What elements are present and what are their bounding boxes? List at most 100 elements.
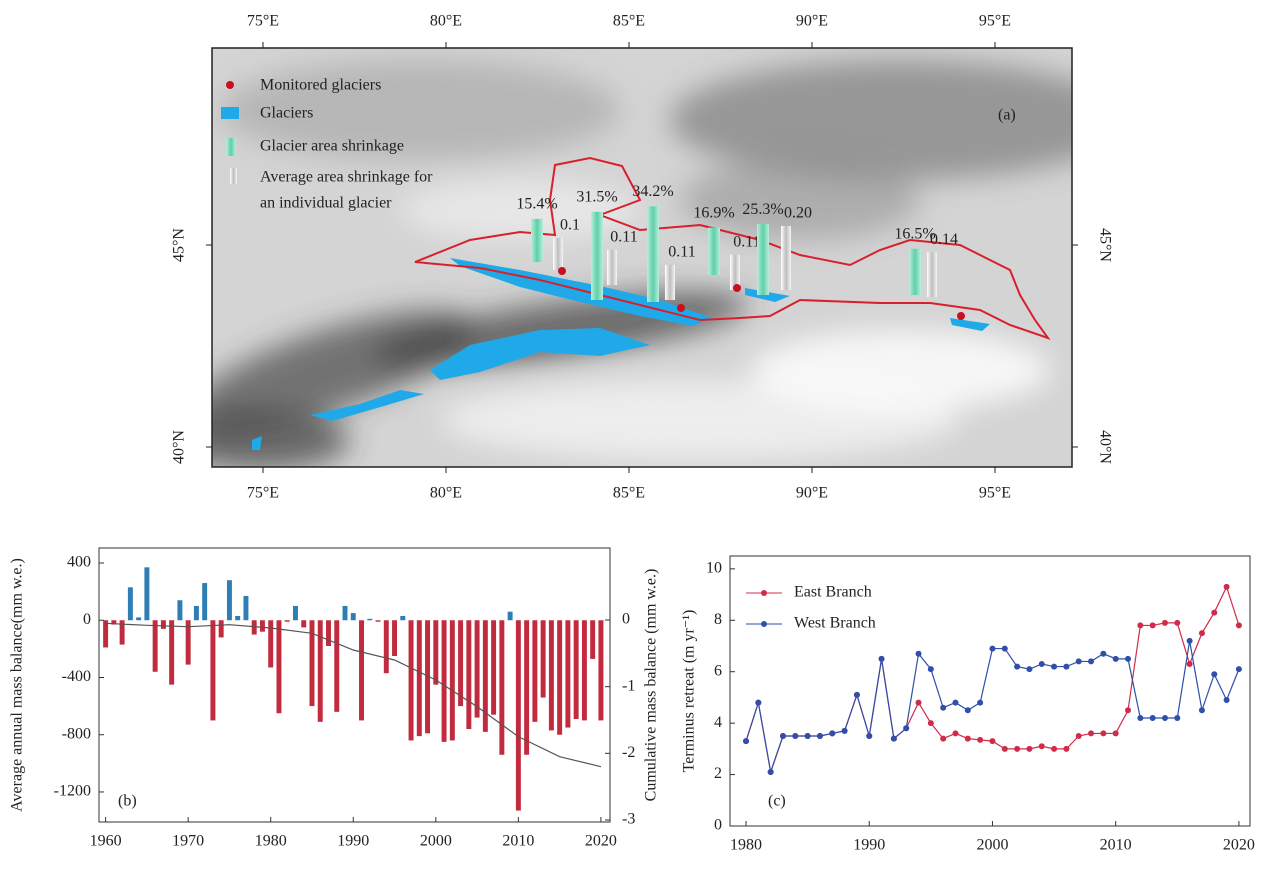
point	[977, 737, 983, 743]
point	[1002, 746, 1008, 752]
individual-bar	[607, 250, 617, 285]
bar	[582, 620, 587, 720]
point	[1150, 622, 1156, 628]
bar	[598, 620, 603, 720]
bar	[466, 620, 471, 729]
point	[1039, 743, 1045, 749]
shrinkage-label: 25.3%	[742, 201, 783, 218]
point	[952, 730, 958, 736]
point	[1137, 622, 1143, 628]
point	[940, 705, 946, 711]
bar	[524, 620, 529, 754]
bar	[153, 620, 158, 672]
bar	[202, 583, 207, 620]
point	[1063, 664, 1069, 670]
point	[1026, 746, 1032, 752]
shrinkage-label: 31.5%	[576, 188, 617, 205]
point	[1076, 733, 1082, 739]
figure: 15.4%0.131.5%0.1134.2%0.1116.9%0.1125.3%…	[0, 0, 1261, 876]
y-tick-label: 400	[67, 554, 91, 571]
point	[780, 733, 786, 739]
x-tick-label: 2020	[585, 833, 617, 850]
point	[1113, 730, 1119, 736]
bar	[260, 620, 265, 631]
x-tick-label: 1970	[172, 833, 204, 850]
y2-tick-label: 0	[622, 611, 630, 628]
bar	[392, 620, 397, 656]
bar	[359, 620, 364, 720]
y-tick-label: 8	[714, 611, 722, 628]
legend-label: East Branch	[794, 584, 872, 601]
lon-label: 80°E	[430, 13, 462, 30]
bar	[508, 612, 513, 621]
point	[1100, 651, 1106, 657]
bar	[285, 620, 290, 621]
point	[1137, 715, 1143, 721]
individual-label: 0.20	[784, 205, 812, 222]
x-tick-label: 1990	[853, 837, 885, 854]
y-tick-label: -400	[62, 668, 91, 685]
lat-label: 40°N	[171, 430, 188, 464]
bar	[549, 620, 554, 730]
y-tick-label: 6	[714, 662, 722, 679]
y2-tick-label: -1	[622, 677, 635, 694]
legend-marker	[761, 590, 767, 596]
y-tick-label: 2	[714, 765, 722, 782]
point	[829, 730, 835, 736]
shrinkage-label: 34.2%	[632, 183, 673, 200]
x-tick-label: 2000	[976, 837, 1008, 854]
x-tick-label: 2010	[502, 833, 534, 850]
bar	[161, 620, 166, 629]
bar	[351, 613, 356, 620]
point	[1211, 610, 1217, 616]
shrinkage-bar	[909, 249, 921, 295]
shrinkage-bar	[647, 206, 659, 302]
individual-label: 0.14	[930, 231, 958, 248]
point	[1014, 664, 1020, 670]
bar	[276, 620, 281, 713]
lon-label: 95°E	[979, 13, 1011, 30]
legend-label: Glaciers	[260, 105, 313, 122]
x-tick-label: 1980	[730, 837, 762, 854]
point	[1174, 715, 1180, 721]
lon-label: 75°E	[247, 13, 279, 30]
point	[965, 707, 971, 713]
individual-bar	[927, 252, 937, 297]
shrinkage-label: 15.4%	[516, 196, 557, 213]
bar	[557, 620, 562, 734]
point	[866, 733, 872, 739]
lon-label: 90°E	[796, 485, 828, 502]
point	[1088, 730, 1094, 736]
point	[842, 728, 848, 734]
y-tick-label: 0	[83, 611, 91, 628]
point	[1150, 715, 1156, 721]
bar	[103, 620, 108, 647]
point	[879, 656, 885, 662]
bar	[565, 620, 570, 727]
point	[903, 725, 909, 731]
point	[965, 736, 971, 742]
lon-label: 85°E	[613, 485, 645, 502]
bar	[417, 620, 422, 736]
legend-label: Monitored glaciers	[260, 77, 381, 94]
point	[1187, 638, 1193, 644]
bar	[128, 587, 133, 620]
individual-bar	[665, 265, 675, 300]
bar	[499, 620, 504, 754]
bar	[219, 620, 224, 637]
bar	[235, 616, 240, 620]
y2-tick-label: -3	[622, 811, 635, 828]
lon-label: 95°E	[979, 485, 1011, 502]
bar	[475, 620, 480, 717]
point	[1125, 656, 1131, 662]
lon-label: 80°E	[430, 485, 462, 502]
y-tick-label: 4	[714, 714, 722, 731]
bar	[516, 620, 521, 810]
point	[1187, 661, 1193, 667]
legend-marker	[230, 168, 237, 184]
bar	[301, 620, 306, 627]
legend-marker	[226, 138, 236, 156]
individual-bar	[553, 238, 563, 270]
point	[817, 733, 823, 739]
legend-label: West Branch	[794, 615, 876, 632]
